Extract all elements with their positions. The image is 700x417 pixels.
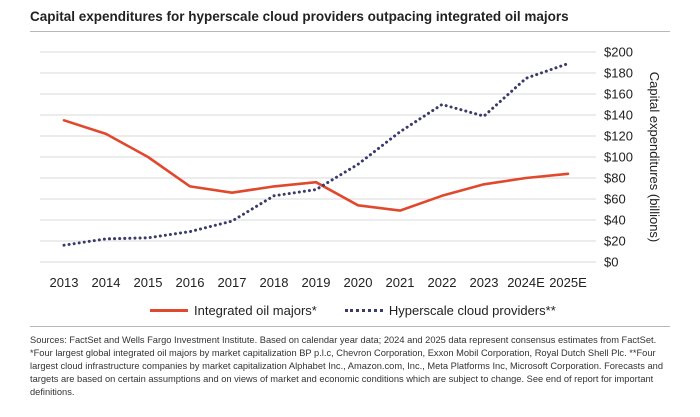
y-tick-label: $40	[604, 213, 626, 228]
x-tick-label: 2025E	[549, 275, 587, 290]
y-tick-label: $80	[604, 171, 626, 186]
y-tick-label: $60	[604, 192, 626, 207]
legend-swatch-oil	[150, 308, 188, 312]
x-tick-labels: 2013 2014 2015 2016 2017 2018 2019 2020 2021 2022…	[50, 275, 588, 290]
x-tick-label: 2023	[470, 275, 499, 290]
x-tick-label: 2022	[428, 275, 457, 290]
y-tick-label: $0	[604, 255, 618, 270]
y-tick-label: $100	[604, 150, 633, 165]
footnote-divider	[30, 326, 670, 327]
legend-item-cloud: Hyperscale cloud providers**	[344, 302, 556, 318]
x-tick-label: 2019	[302, 275, 331, 290]
gridlines	[40, 51, 596, 263]
title-divider	[30, 31, 670, 32]
y-tick-label: $20	[604, 234, 626, 249]
x-tick-label: 2015	[134, 275, 163, 290]
x-tick-label: 2014	[92, 275, 121, 290]
y-tick-label: $180	[604, 66, 633, 81]
series-line-cloud	[62, 62, 570, 247]
legend-label-cloud: Hyperscale cloud providers**	[388, 302, 556, 318]
series-lines	[62, 62, 570, 247]
y-tick-label: $200	[604, 45, 633, 60]
y-axis-label: Capital expenditures (billions)	[647, 72, 662, 243]
x-tick-label: 2016	[176, 275, 205, 290]
line-chart: $0 $20 $40 $60 $80 $100 $120 $140 $160 $180 $200 2…	[40, 45, 662, 290]
y-tick-labels: $0 $20 $40 $60 $80 $100 $120 $140 $160 $180 $200	[604, 45, 633, 270]
y-tick-label: $120	[604, 129, 633, 144]
legend-label-oil: Integrated oil majors*	[194, 302, 317, 318]
legend: Integrated oil majors* Hyperscale cloud …	[150, 300, 584, 320]
x-tick-label: 2020	[344, 275, 373, 290]
x-tick-label: 2017	[218, 275, 247, 290]
chart-title: Capital expenditures for hyperscale clou…	[30, 9, 569, 24]
x-tick-label: 2021	[386, 275, 415, 290]
legend-swatch-cloud	[344, 308, 383, 312]
x-tick-label: 2013	[50, 275, 79, 290]
y-tick-label: $160	[604, 87, 633, 102]
x-tick-label: 2024E	[507, 275, 545, 290]
y-tick-label: $140	[604, 108, 633, 123]
series-line-oil	[62, 119, 570, 212]
footnote: Sources: FactSet and Wells Fargo Investm…	[30, 335, 663, 397]
legend-item-oil: Integrated oil majors*	[150, 303, 317, 318]
x-tick-label: 2018	[260, 275, 289, 290]
